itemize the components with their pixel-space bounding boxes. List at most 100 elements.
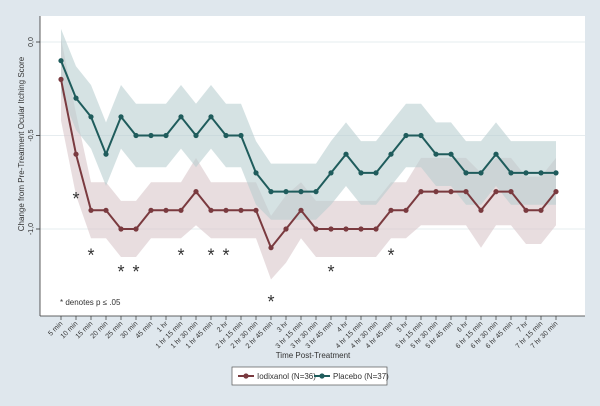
- significance-star: *: [222, 245, 229, 265]
- legend: Iodixanol (N=36) Placebo (N=37): [231, 366, 389, 386]
- data-point: [223, 132, 229, 139]
- data-point: [148, 132, 154, 139]
- annotation-note: * denotes p ≤ .05: [60, 298, 121, 307]
- data-point: [268, 189, 274, 195]
- legend-swatch-marker: [319, 373, 325, 379]
- significance-markers: * * * * * * * * * *: [72, 189, 394, 312]
- data-point: [238, 207, 244, 213]
- data-point: [328, 226, 334, 232]
- data-point: [148, 207, 154, 213]
- data-point: [58, 58, 64, 64]
- data-point: [238, 132, 244, 139]
- confidence-band: [61, 28, 556, 220]
- data-point: [103, 151, 109, 157]
- data-point: [493, 151, 499, 157]
- data-point: [343, 226, 349, 232]
- series-points: [58, 58, 559, 251]
- series-line: [60, 79, 557, 250]
- confidence-bands: [61, 28, 556, 280]
- significance-star: *: [72, 189, 79, 209]
- legend-label: Iodixanol (N=36): [257, 372, 316, 381]
- data-point: [313, 189, 319, 195]
- data-point: [388, 151, 394, 157]
- data-point: [508, 189, 514, 195]
- significance-star: *: [387, 245, 394, 265]
- data-point: [433, 151, 439, 157]
- y-tick-label: 0,0: [28, 37, 35, 47]
- significance-star: *: [87, 245, 94, 265]
- data-point: [523, 207, 529, 213]
- data-point: [73, 151, 79, 157]
- data-point: [73, 95, 79, 101]
- data-point: [358, 226, 364, 232]
- legend-swatch-marker: [243, 373, 249, 379]
- data-point: [253, 170, 259, 176]
- significance-star: *: [132, 262, 139, 282]
- data-point: [133, 226, 139, 232]
- data-point: [328, 170, 334, 176]
- data-point: [478, 170, 484, 176]
- data-point: [433, 189, 439, 195]
- data-point: [208, 207, 214, 213]
- data-point: [268, 245, 274, 251]
- data-point: [313, 226, 319, 232]
- data-point: [163, 132, 169, 139]
- data-point: [493, 189, 499, 195]
- data-point: [553, 170, 559, 176]
- data-point: [553, 189, 559, 195]
- data-point: [418, 189, 424, 195]
- data-point: [178, 114, 184, 120]
- data-point: [403, 207, 409, 213]
- data-point: [118, 114, 124, 120]
- series-lines: [60, 60, 557, 250]
- data-point: [373, 170, 379, 176]
- significance-star: *: [267, 292, 274, 312]
- data-point: [538, 170, 544, 176]
- data-point: [508, 170, 514, 176]
- data-point: [448, 189, 454, 195]
- data-point: [523, 170, 529, 176]
- significance-star: *: [117, 262, 124, 282]
- x-axis-label: Time Post-Treatment: [276, 351, 351, 360]
- y-tick-label: -0,5: [28, 129, 35, 141]
- data-point: [103, 207, 109, 213]
- data-point: [193, 132, 199, 139]
- data-point: [373, 226, 379, 232]
- data-point: [463, 189, 469, 195]
- data-point: [418, 132, 424, 139]
- data-point: [208, 114, 214, 120]
- data-point: [448, 151, 454, 157]
- y-tick-label: -1,0: [28, 223, 35, 235]
- y-axis-label: Change from Pre-Treatment Ocular Itching…: [17, 56, 26, 231]
- significance-star: *: [177, 245, 184, 265]
- data-point: [283, 226, 289, 232]
- data-point: [253, 207, 259, 213]
- data-point: [403, 132, 409, 139]
- data-point: [343, 151, 349, 157]
- data-point: [133, 132, 139, 139]
- data-point: [163, 207, 169, 213]
- data-point: [388, 207, 394, 213]
- data-point: [118, 226, 124, 232]
- data-point: [178, 207, 184, 213]
- legend-label: Placebo (N=37): [333, 372, 389, 381]
- data-point: [283, 189, 289, 195]
- data-point: [298, 189, 304, 195]
- data-point: [88, 207, 94, 213]
- data-point: [88, 114, 94, 120]
- legend-box: [231, 366, 388, 386]
- data-point: [193, 189, 199, 195]
- confidence-band: [61, 38, 556, 280]
- data-point: [223, 207, 229, 213]
- data-point: [58, 76, 64, 82]
- significance-star: *: [327, 262, 334, 282]
- significance-star: *: [207, 245, 214, 265]
- data-point: [538, 207, 544, 213]
- series-line: [60, 60, 556, 193]
- data-point: [463, 170, 469, 176]
- data-point: [298, 207, 304, 213]
- data-point: [478, 207, 484, 213]
- data-point: [358, 170, 364, 176]
